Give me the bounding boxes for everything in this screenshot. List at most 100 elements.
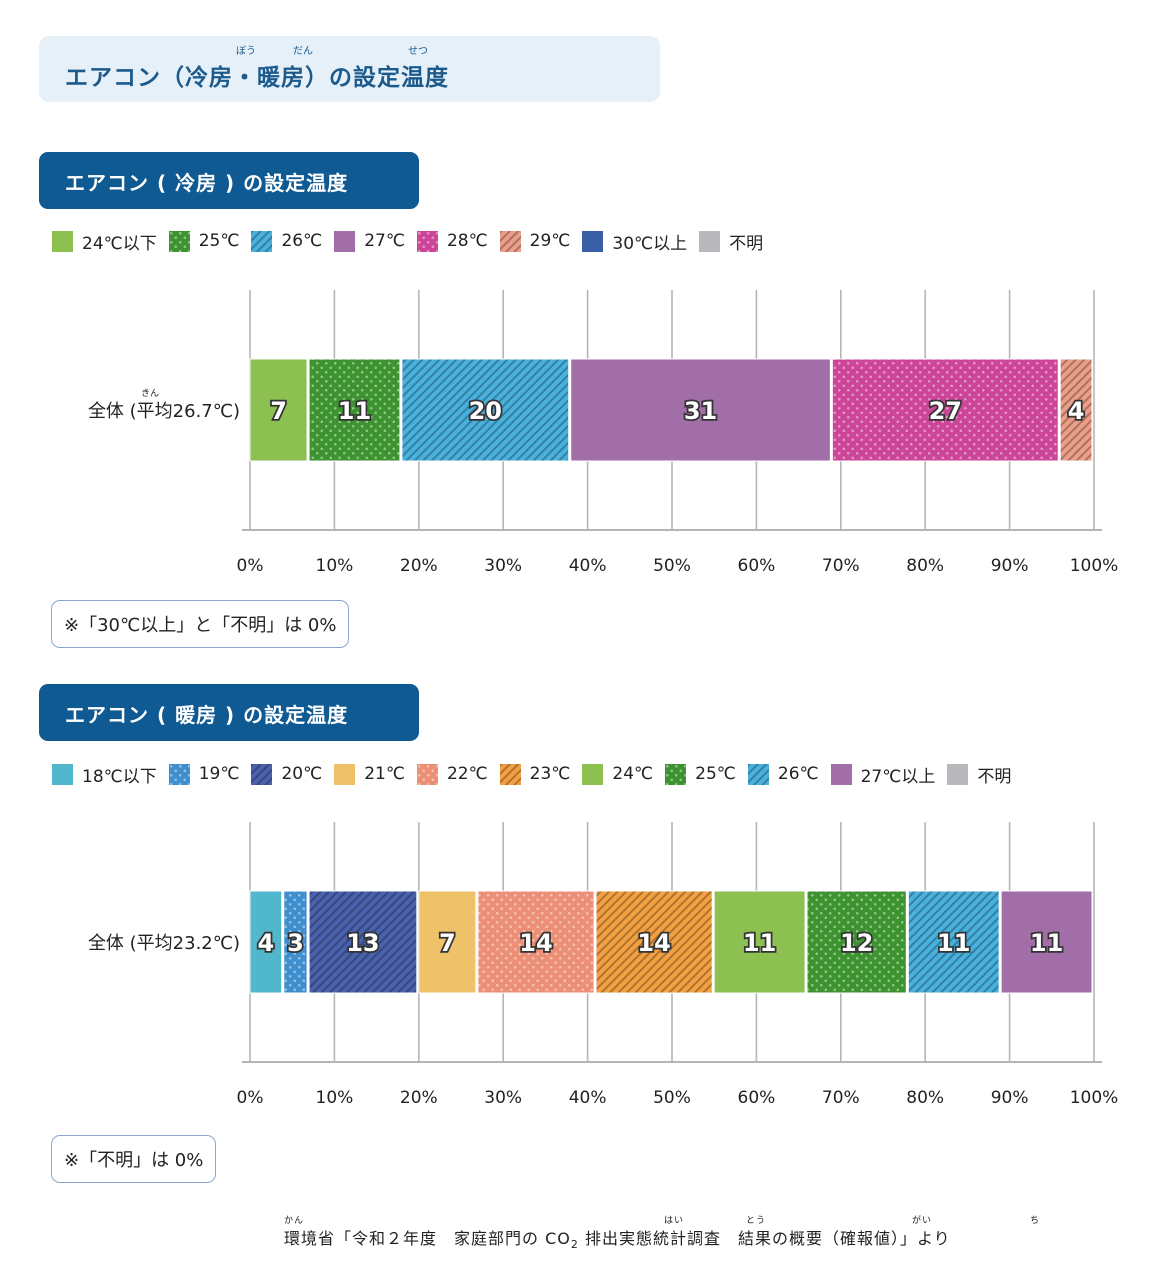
legend-swatch <box>416 763 438 785</box>
x-tick-label: 10% <box>316 556 354 576</box>
legend-swatch <box>830 763 852 785</box>
x-tick-label: 10% <box>316 1088 354 1108</box>
legend-item: 27℃以上 <box>830 762 936 787</box>
x-tick-label: 90% <box>991 1088 1029 1108</box>
legend-label: 26℃ <box>777 764 819 784</box>
source-subscript: 2 <box>570 1238 579 1252</box>
ruby-bou: ぼう <box>236 46 256 57</box>
legend-label: 24℃ <box>612 764 654 784</box>
x-tick-label: 50% <box>653 1088 691 1108</box>
x-tick-label: 60% <box>738 1088 776 1108</box>
x-tick-label: 70% <box>822 556 860 576</box>
bar-segment <box>831 358 1059 462</box>
legend-swatch <box>499 230 521 252</box>
ruby-gai: がい <box>912 1216 933 1226</box>
bar-segment <box>401 358 570 462</box>
legend-item: 23℃ <box>499 763 570 785</box>
bar-segment <box>418 890 477 994</box>
legend-label: 27℃ <box>364 231 405 251</box>
bar-segment <box>283 890 308 994</box>
page-header: ぼう だん せつ エアコン（冷房・暖房）の設定温度 <box>39 36 660 102</box>
bar-segment <box>570 358 831 462</box>
bar-value-label: 12 <box>840 929 873 957</box>
legend-swatch <box>947 763 969 785</box>
legend-item: 25℃ <box>665 763 736 785</box>
x-tick-label: 0% <box>237 556 264 576</box>
ruby-dan: だん <box>293 46 313 57</box>
legend-label: 27℃以上 <box>860 766 936 787</box>
source-text-after: 排出実態統計調査 結果の概要（確報値）」より <box>578 1229 951 1248</box>
bar-value-label: 11 <box>1030 929 1063 957</box>
bar-value-label: 14 <box>637 929 670 957</box>
legend-label: 20℃ <box>281 764 323 784</box>
legend-item: 24℃以下 <box>52 229 157 254</box>
legend-label: 30℃以上 <box>612 233 688 254</box>
legend-item: 20℃ <box>251 763 323 785</box>
cooling-note: ※「30℃以上」と「不明」は 0% <box>51 600 350 648</box>
bar-value-label: 14 <box>519 929 552 957</box>
x-tick-label: 80% <box>906 556 944 576</box>
legend-item: 19℃ <box>168 763 240 785</box>
legend-label: 18℃以下 <box>82 766 157 787</box>
legend-label: 不明 <box>729 233 764 254</box>
category-label: 全体 (平均23.2℃) <box>88 933 240 954</box>
legend-item: 28℃ <box>416 230 488 252</box>
x-tick-label: 70% <box>822 1088 860 1108</box>
legend-item: 不明 <box>699 229 763 254</box>
x-tick-label: 60% <box>738 556 776 576</box>
bar-segment <box>907 890 1000 994</box>
bar-value-label: 11 <box>743 929 776 957</box>
x-tick-label: 0% <box>237 1088 264 1108</box>
cooling-section-title: エアコン ( 冷房 ) の設定温度 <box>39 152 419 209</box>
bar-value-label: 4 <box>258 929 275 957</box>
heating-section-title: エアコン ( 暖房 ) の設定温度 <box>39 684 419 741</box>
legend-label: 28℃ <box>446 231 488 251</box>
legend-swatch <box>582 763 604 785</box>
category-ruby: きん <box>141 388 159 399</box>
bar-value-label: 7 <box>439 929 456 957</box>
bar-value-label: 11 <box>338 397 371 425</box>
x-tick-label: 50% <box>653 556 691 576</box>
legend-label: 24℃以下 <box>82 233 157 254</box>
x-tick-label: 90% <box>991 556 1029 576</box>
legend-swatch <box>168 763 190 785</box>
bar-value-label: 20 <box>469 397 502 425</box>
x-tick-label: 40% <box>569 556 607 576</box>
bar-value-label: 13 <box>346 929 379 957</box>
source-citation: かん はい とう がい ち 環境省「令和２年度 家庭部門の CO2 排出実態統計… <box>284 1216 1039 1252</box>
heating-legend: 18℃以下 19℃ 20℃ 21℃ 22℃ 23℃ 24℃ 25℃ 26℃ 27℃以上 不明 <box>52 762 1023 787</box>
bar-value-label: 7 <box>270 397 287 425</box>
legend-label: 29℃ <box>529 231 571 251</box>
legend-swatch <box>334 230 356 252</box>
x-tick-label: 80% <box>906 1088 944 1108</box>
heating-title-text: エアコン ( 暖房 ) の設定温度 <box>65 703 349 727</box>
cooling-chart: 0% 10% 20% 30% 40% 50% 60% 70% 80% 90% 100% 全体 (平均2… <box>88 290 1119 576</box>
legend-item: 27℃ <box>334 230 405 252</box>
legend-item: 22℃ <box>416 763 488 785</box>
ruby-chi: ち <box>1030 1216 1041 1226</box>
bar-segment <box>1000 890 1093 994</box>
legend-label: 25℃ <box>198 231 240 251</box>
legend-swatch <box>499 763 521 785</box>
legend-swatch <box>334 763 356 785</box>
legend-item: 30℃以上 <box>582 229 687 254</box>
legend-label: 19℃ <box>198 764 240 784</box>
legend-swatch <box>665 763 687 785</box>
legend-swatch <box>251 230 273 252</box>
legend-swatch <box>251 763 273 785</box>
bar-segment <box>477 890 595 994</box>
legend-swatch <box>582 230 604 252</box>
x-tick-label: 100% <box>1070 556 1119 576</box>
legend-label: 26℃ <box>281 231 323 251</box>
bar-value-label: 3 <box>287 929 304 957</box>
category-label: 全体 (平均26.7℃) <box>88 401 240 422</box>
legend-item: 24℃ <box>582 763 654 785</box>
ruby-kan: かん <box>284 1216 305 1226</box>
legend-item: 21℃ <box>334 763 405 785</box>
ruby-hai: はい <box>664 1216 685 1226</box>
x-tick-label: 40% <box>569 1088 607 1108</box>
legend-item: 26℃ <box>251 230 323 252</box>
x-tick-label: 30% <box>484 556 522 576</box>
legend-label: 21℃ <box>364 764 405 784</box>
legend-swatch <box>52 230 73 252</box>
